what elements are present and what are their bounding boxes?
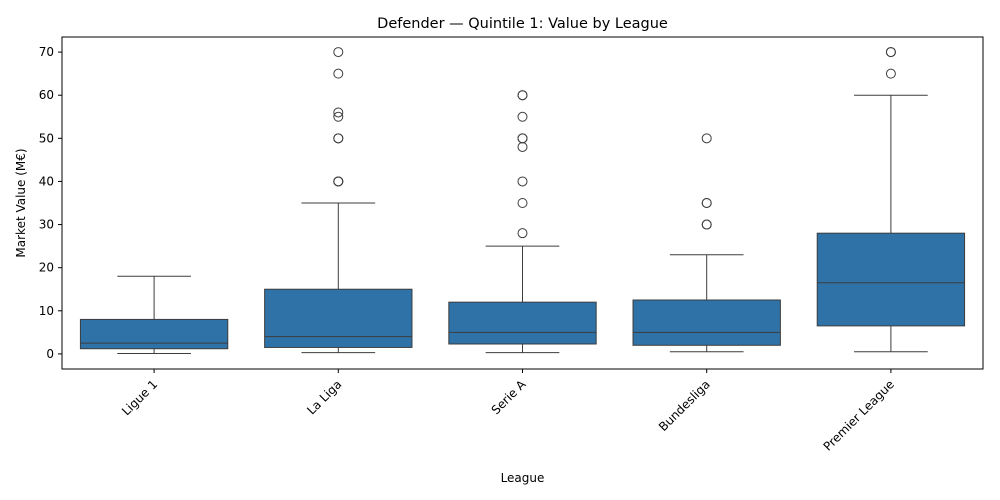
box-group bbox=[632, 133, 781, 353]
box-group bbox=[79, 275, 229, 354]
x-tick-label: La Liga bbox=[304, 377, 344, 417]
x-tick-label: Premier League bbox=[821, 377, 897, 453]
y-tick-label: 10 bbox=[39, 304, 54, 318]
y-tick-label: 20 bbox=[39, 261, 54, 275]
y-axis-title: Market Value (M€) bbox=[14, 148, 28, 257]
y-axis: 0 10 20 30 40 50 60 70 bbox=[39, 45, 62, 361]
outlier-point bbox=[333, 47, 344, 58]
outlier-point bbox=[701, 219, 712, 230]
iqr-box bbox=[816, 232, 966, 327]
outlier-point bbox=[517, 111, 528, 122]
outlier-point bbox=[701, 133, 712, 144]
y-tick-label: 60 bbox=[39, 88, 54, 102]
plot-area bbox=[79, 47, 966, 354]
chart-title: Defender — Quintile 1: Value by League bbox=[377, 16, 668, 32]
iqr-box bbox=[264, 288, 413, 348]
y-tick-label: 0 bbox=[46, 347, 54, 361]
outlier-point bbox=[517, 228, 528, 239]
x-tick-label: Ligue 1 bbox=[119, 377, 160, 418]
outlier-point bbox=[333, 68, 344, 79]
outlier-point bbox=[517, 176, 528, 187]
x-tick-label: Bundesliga bbox=[656, 377, 713, 434]
outlier-point bbox=[517, 141, 528, 152]
outlier-point bbox=[333, 111, 344, 122]
outlier-point bbox=[333, 107, 344, 118]
y-tick-label: 40 bbox=[39, 174, 54, 188]
box-group bbox=[816, 47, 966, 353]
outlier-point bbox=[885, 68, 896, 79]
box-group bbox=[264, 47, 413, 354]
iqr-box bbox=[79, 318, 229, 350]
outlier-point bbox=[885, 47, 896, 58]
outlier-point bbox=[517, 133, 528, 144]
outlier-point bbox=[517, 90, 528, 101]
y-tick-label: 70 bbox=[39, 45, 54, 59]
y-tick-label: 30 bbox=[39, 218, 54, 232]
outlier-point bbox=[517, 198, 528, 208]
x-axis-title: League bbox=[501, 471, 545, 485]
x-axis: Ligue 1 La Liga Serie A Bundesliga Premier L… bbox=[119, 369, 897, 454]
y-tick-label: 50 bbox=[39, 131, 54, 145]
iqr-box bbox=[632, 299, 781, 346]
box-group bbox=[448, 90, 597, 354]
x-tick-label: Serie A bbox=[489, 377, 530, 418]
outlier-point bbox=[333, 133, 344, 144]
iqr-box bbox=[448, 301, 597, 345]
outlier-point bbox=[701, 198, 712, 208]
outlier-point bbox=[333, 176, 344, 187]
